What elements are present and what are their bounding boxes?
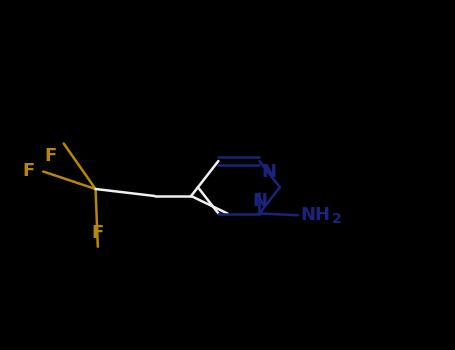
Text: NH: NH [300,206,330,224]
Text: F: F [45,147,57,165]
Text: F: F [22,162,34,181]
Text: N: N [262,163,277,181]
Text: N: N [253,192,268,210]
Text: F: F [92,224,104,241]
Text: 2: 2 [332,212,342,226]
